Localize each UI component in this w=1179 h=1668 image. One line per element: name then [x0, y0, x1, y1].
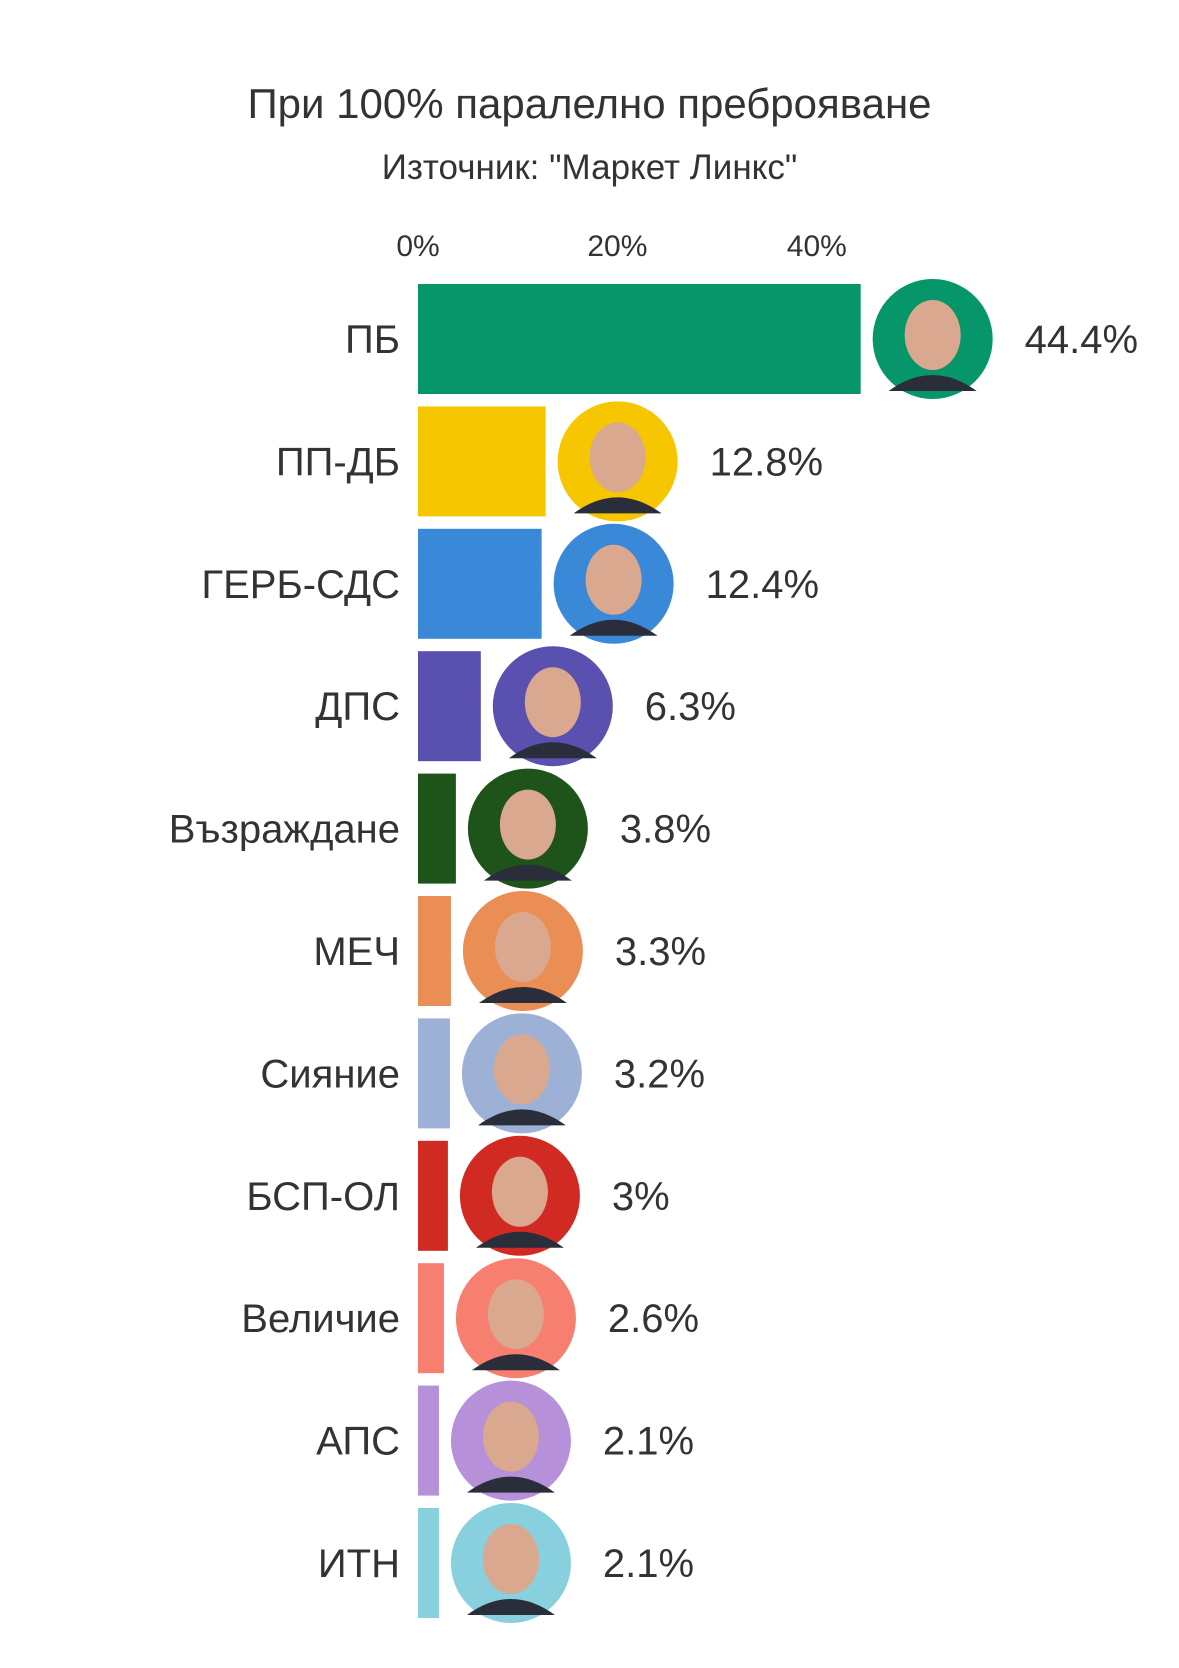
value-label: 2.1% — [603, 1542, 694, 1586]
leader-photo-face — [482, 1524, 539, 1594]
category-label: Величие — [241, 1297, 400, 1341]
leader-photo-face — [482, 1401, 539, 1472]
category-label: Сияние — [260, 1052, 400, 1096]
leader-photo-face — [499, 789, 556, 860]
leader-photo-body — [573, 497, 662, 514]
value-label: 12.4% — [706, 563, 819, 607]
bar — [418, 1385, 439, 1496]
x-tick-label: 20% — [587, 230, 647, 263]
value-label: 3.2% — [614, 1052, 705, 1096]
chart-title: При 100% паралелно преброяване — [247, 80, 932, 127]
leader-photo-body — [475, 1231, 564, 1248]
chart-subtitle: Източник: "Маркет Линкс" — [381, 148, 798, 187]
leader-photo-body — [508, 742, 597, 759]
leader-photo-body — [478, 987, 567, 1003]
bar — [418, 406, 546, 517]
leader-photo-body — [569, 619, 658, 636]
category-label: МЕЧ — [313, 930, 400, 974]
category-label: ИТН — [318, 1542, 400, 1586]
category-label: ПП-ДБ — [276, 440, 400, 484]
category-label: ДПС — [315, 685, 400, 729]
leader-photo-body — [477, 1109, 566, 1126]
category-label: ГЕРБ-СДС — [201, 563, 400, 607]
category-label: ПБ — [345, 318, 400, 362]
category-label: АПС — [316, 1420, 400, 1464]
leader-photo-face — [904, 300, 961, 370]
leader-photo-face — [585, 544, 642, 615]
value-label: 3.3% — [615, 930, 706, 974]
value-label: 12.8% — [710, 440, 823, 484]
leader-photo-face — [524, 667, 581, 738]
value-label: 2.6% — [608, 1297, 699, 1341]
value-label: 3% — [612, 1175, 670, 1219]
leader-photo-body — [471, 1354, 560, 1371]
value-label: 2.1% — [603, 1420, 694, 1464]
category-label: Възраждане — [169, 808, 400, 852]
bar — [418, 1018, 450, 1129]
bar — [418, 773, 456, 884]
category-label: БСП-ОЛ — [246, 1175, 400, 1219]
value-label: 3.8% — [620, 808, 711, 852]
bar — [418, 284, 861, 394]
x-tick-label: 40% — [787, 230, 847, 263]
value-label: 6.3% — [645, 685, 736, 729]
bar — [418, 896, 451, 1006]
bar — [418, 528, 542, 639]
leader-photo-face — [589, 422, 646, 493]
leader-photo-body — [888, 375, 977, 391]
leader-photo-face — [491, 1156, 548, 1227]
bar — [418, 1263, 444, 1374]
bar — [418, 1140, 448, 1251]
leader-photo-face — [487, 1279, 544, 1350]
x-tick-label: 0% — [396, 230, 439, 263]
value-label: 44.4% — [1025, 318, 1138, 362]
leader-photo-body — [483, 864, 572, 881]
bar — [418, 1508, 439, 1618]
bar — [418, 651, 481, 762]
leader-photo-face — [493, 1034, 550, 1105]
leader-photo-body — [466, 1599, 555, 1615]
leader-photo-face — [494, 912, 551, 982]
leader-photo-body — [466, 1476, 555, 1493]
